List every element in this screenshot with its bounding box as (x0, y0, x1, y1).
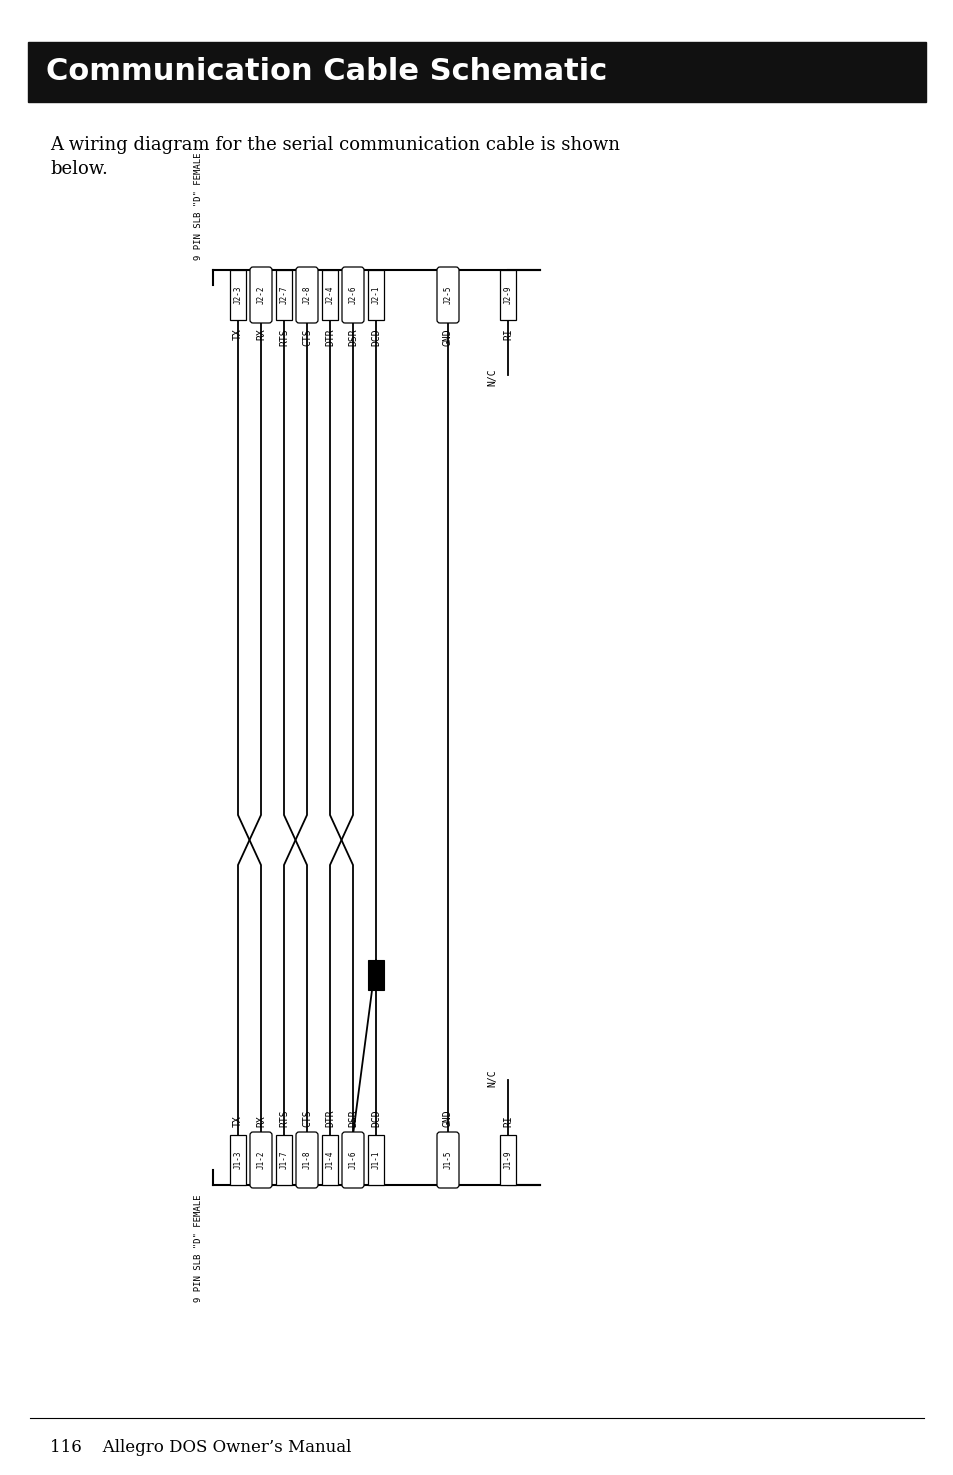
Text: CTS: CTS (302, 1109, 312, 1127)
Text: J1-7: J1-7 (279, 1150, 288, 1170)
Text: DSR: DSR (348, 327, 357, 345)
Bar (368, 270, 384, 320)
Text: DSR: DSR (348, 1109, 357, 1127)
Text: DTR: DTR (325, 1109, 335, 1127)
Text: J2-7: J2-7 (279, 286, 288, 304)
Text: GND: GND (442, 327, 453, 345)
FancyBboxPatch shape (295, 1131, 317, 1187)
Text: J2-6: J2-6 (348, 286, 357, 304)
Text: RX: RX (255, 1115, 266, 1127)
Text: N/C: N/C (486, 367, 497, 385)
Text: 116    Allegro DOS Owner’s Manual: 116 Allegro DOS Owner’s Manual (50, 1438, 351, 1456)
Text: J1-4: J1-4 (325, 1150, 335, 1170)
Text: J1-9: J1-9 (503, 1150, 512, 1170)
Text: J1-3: J1-3 (233, 1150, 242, 1170)
Text: GND: GND (442, 1109, 453, 1127)
Bar (322, 270, 337, 320)
Text: J2-5: J2-5 (443, 286, 452, 304)
FancyBboxPatch shape (341, 267, 364, 323)
Text: J1-6: J1-6 (348, 1150, 357, 1170)
Text: RI: RI (502, 1115, 513, 1127)
FancyBboxPatch shape (295, 267, 317, 323)
Text: J1-1: J1-1 (371, 1150, 380, 1170)
FancyBboxPatch shape (341, 1131, 364, 1187)
Text: CTS: CTS (302, 327, 312, 345)
Text: 9 PIN SLB "D" FEMALE: 9 PIN SLB "D" FEMALE (194, 152, 203, 260)
Text: J2-9: J2-9 (503, 286, 512, 304)
Text: J1-8: J1-8 (302, 1150, 312, 1170)
Text: J2-1: J2-1 (371, 286, 380, 304)
FancyBboxPatch shape (250, 267, 272, 323)
Text: DCD: DCD (371, 327, 380, 345)
Bar (275, 270, 292, 320)
Bar (368, 960, 384, 990)
Text: J2-8: J2-8 (302, 286, 312, 304)
Text: 9 PIN SLB "D" FEMALE: 9 PIN SLB "D" FEMALE (194, 1195, 203, 1302)
Text: RX: RX (255, 327, 266, 339)
Bar (368, 1134, 384, 1184)
Text: RTS: RTS (278, 1109, 289, 1127)
Text: DTR: DTR (325, 327, 335, 345)
Bar (28, 41, 925, 102)
Bar (499, 270, 516, 320)
Text: below.: below. (50, 159, 108, 178)
Text: RTS: RTS (278, 327, 289, 345)
Bar (499, 1134, 516, 1184)
Bar (322, 1134, 337, 1184)
Bar (230, 270, 246, 320)
FancyBboxPatch shape (250, 1131, 272, 1187)
Text: J2-4: J2-4 (325, 286, 335, 304)
FancyBboxPatch shape (436, 1131, 458, 1187)
Text: J1-2: J1-2 (256, 1150, 265, 1170)
Text: TX: TX (233, 1115, 243, 1127)
Text: A wiring diagram for the serial communication cable is shown: A wiring diagram for the serial communic… (50, 136, 619, 153)
Bar (275, 1134, 292, 1184)
Text: J1-5: J1-5 (443, 1150, 452, 1170)
Text: J2-2: J2-2 (256, 286, 265, 304)
Text: Communication Cable Schematic: Communication Cable Schematic (46, 58, 607, 87)
Bar (230, 1134, 246, 1184)
Text: DCD: DCD (371, 1109, 380, 1127)
Text: J2-3: J2-3 (233, 286, 242, 304)
FancyBboxPatch shape (436, 267, 458, 323)
Text: TX: TX (233, 327, 243, 339)
Text: RI: RI (502, 327, 513, 339)
Text: N/C: N/C (486, 1069, 497, 1087)
